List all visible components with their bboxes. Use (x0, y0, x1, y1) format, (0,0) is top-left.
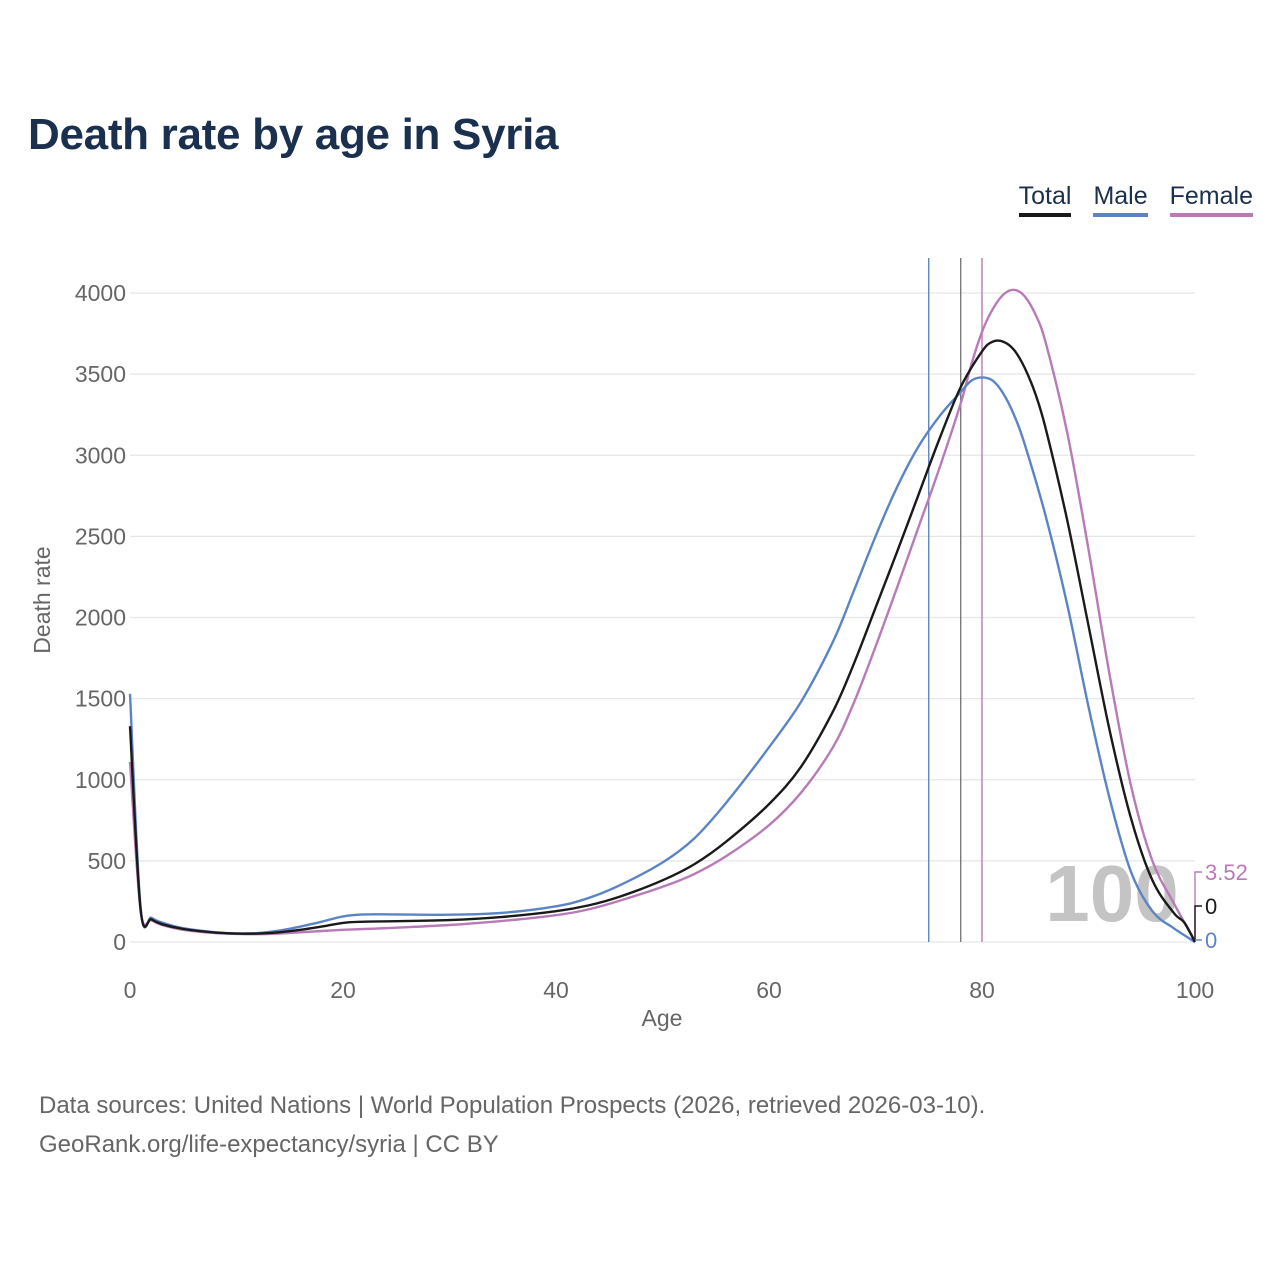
series-line-male (128, 376, 1196, 944)
y-tick-label: 3000 (75, 442, 126, 468)
x-tick-label: 60 (756, 977, 782, 1003)
legend-item-male[interactable]: Male (1093, 182, 1148, 217)
footer-link[interactable]: GeoRank.org/life-expectancy/syria | CC B… (39, 1131, 499, 1158)
page-title: Death rate by age in Syria (28, 110, 559, 159)
series-line-female (128, 288, 1197, 942)
grid-lines (130, 292, 1195, 943)
footer: Data sources: United Nations | World Pop… (39, 1086, 985, 1164)
legend-item-female[interactable]: Female (1169, 182, 1253, 217)
end-label-female: 3.52 (1205, 860, 1248, 885)
y-tick-label: 500 (88, 848, 126, 874)
y-tick-label: 4000 (75, 280, 126, 306)
series-line-total (128, 339, 1197, 943)
life-expectancy-markers (928, 258, 983, 942)
legend-item-total[interactable]: Total (1018, 182, 1072, 217)
x-axis-label: Age (642, 1005, 683, 1031)
end-label-male: 0 (1205, 928, 1217, 953)
end-label-total: 0 (1205, 894, 1217, 919)
y-tick-label: 1000 (75, 767, 126, 793)
y-tick-label: 0 (113, 929, 126, 955)
x-axis-ticks: 0 20 40 60 80 100 (124, 977, 1215, 1003)
x-tick-label: 40 (543, 977, 569, 1003)
y-tick-label: 2000 (75, 605, 126, 631)
y-tick-label: 3500 (75, 361, 126, 387)
x-tick-label: 20 (330, 977, 356, 1003)
y-tick-label: 1500 (75, 686, 126, 712)
y-axis-ticks: 0 500 1000 1500 2000 2500 3000 3500 4000 (75, 280, 126, 955)
legend: Total Male Female (1018, 182, 1253, 217)
series-lines (128, 288, 1197, 944)
end-value-markers: 3.52 0 0 (1194, 860, 1248, 953)
x-tick-label: 0 (124, 977, 137, 1003)
footer-sources: Data sources: United Nations | World Pop… (39, 1092, 986, 1119)
x-tick-label: 80 (969, 977, 995, 1003)
y-tick-label: 2500 (75, 523, 126, 549)
y-axis-label: Death rate (29, 546, 55, 653)
end-bracket-total (1194, 905, 1202, 940)
watermark-age: 100 (1045, 849, 1178, 938)
x-tick-label: 100 (1176, 977, 1214, 1003)
